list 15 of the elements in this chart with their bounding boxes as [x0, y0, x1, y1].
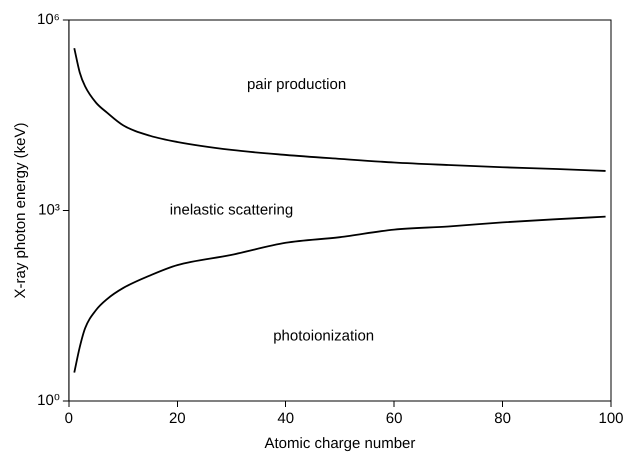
x-tick-label: 0: [64, 410, 74, 428]
x-tick-label: 100: [598, 410, 624, 428]
y-axis-title: X-ray photon energy (keV): [12, 122, 30, 298]
annotation: pair production: [246, 76, 346, 93]
x-tick-label: 20: [168, 410, 186, 428]
x-axis-title: Atomic charge number: [264, 435, 416, 452]
y-tick-label: 10⁶: [37, 11, 60, 28]
annotation: photoionization: [273, 327, 374, 344]
line-series: [73, 47, 606, 172]
x-tick-label: 60: [386, 410, 402, 428]
x-tick-label: 40: [277, 410, 294, 428]
x-tick-label: 80: [494, 410, 511, 428]
y-tick-label: 10³: [38, 202, 60, 219]
y-tick-label: 10⁰: [37, 392, 60, 410]
annotation: inelastic scattering: [170, 202, 294, 219]
